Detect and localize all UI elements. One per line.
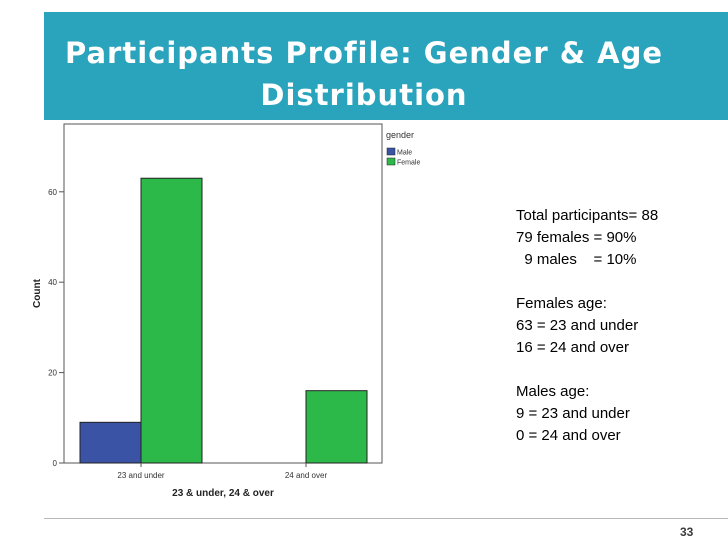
- legend-label-male: Male: [397, 150, 412, 157]
- legend-swatch-female: [386, 157, 396, 166]
- legend-swatch-male: [386, 147, 396, 156]
- slide-title: Participants Profile: Gender & Age Distr…: [64, 36, 663, 112]
- stats-line: 9 males = 10%: [516, 251, 637, 268]
- stats-line: Males age:: [516, 383, 590, 400]
- y-axis-label: Count: [32, 278, 43, 308]
- stats-line: 63 = 23 and under: [516, 317, 639, 334]
- stats-panel: Total participants= 88 79 females = 90% 9…: [516, 205, 658, 447]
- x-axis-label: 23 & under, 24 & over: [172, 488, 274, 499]
- stats-line: 0 = 24 and over: [516, 427, 621, 444]
- y-tick-label: 40: [48, 278, 57, 287]
- x-tick-label: 24 and over: [285, 471, 328, 480]
- stats-line: Females age:: [516, 295, 607, 312]
- stats-spacer: [516, 271, 658, 293]
- stats-line: 9 = 23 and under: [516, 405, 630, 422]
- stats-spacer: [516, 359, 658, 381]
- page-number: 33: [680, 525, 694, 539]
- x-tick-label: 23 and under: [117, 471, 164, 480]
- y-tick-label: 0: [53, 459, 58, 468]
- footer-divider: [44, 518, 728, 519]
- stats-line: Total participants= 88: [516, 207, 659, 224]
- y-tick-label: 20: [48, 369, 57, 378]
- bar-female-1: [305, 390, 368, 464]
- title-bar: Participants Profile: Gender & Age Distr…: [44, 12, 728, 120]
- bar-male-0: [79, 421, 142, 464]
- legend-title: gender: [386, 130, 414, 140]
- bar-chart: 0 20 40 60 Count 23 and under 24 and over 23 & …: [32, 123, 420, 499]
- y-tick-label: 60: [48, 188, 57, 197]
- legend-label-female: Female: [397, 160, 420, 167]
- bar-female-0: [140, 177, 203, 464]
- stats-line: 79 females = 90%: [516, 229, 637, 246]
- stats-line: 16 = 24 and over: [516, 339, 630, 356]
